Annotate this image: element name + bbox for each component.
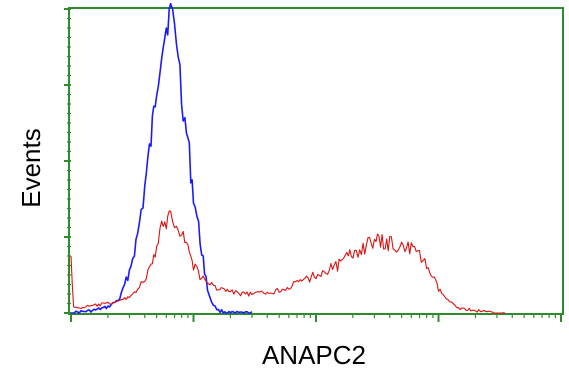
x-axis-label: ANAPC2 (262, 340, 366, 370)
y-axis-label: Events (16, 128, 46, 208)
y-axis-ticks (64, 8, 71, 314)
series-blue-line (71, 2, 253, 314)
x-axis-ticks (70, 313, 562, 322)
series-red-line (70, 210, 506, 314)
plot-frame (68, 7, 564, 315)
series-layer (70, 2, 506, 314)
